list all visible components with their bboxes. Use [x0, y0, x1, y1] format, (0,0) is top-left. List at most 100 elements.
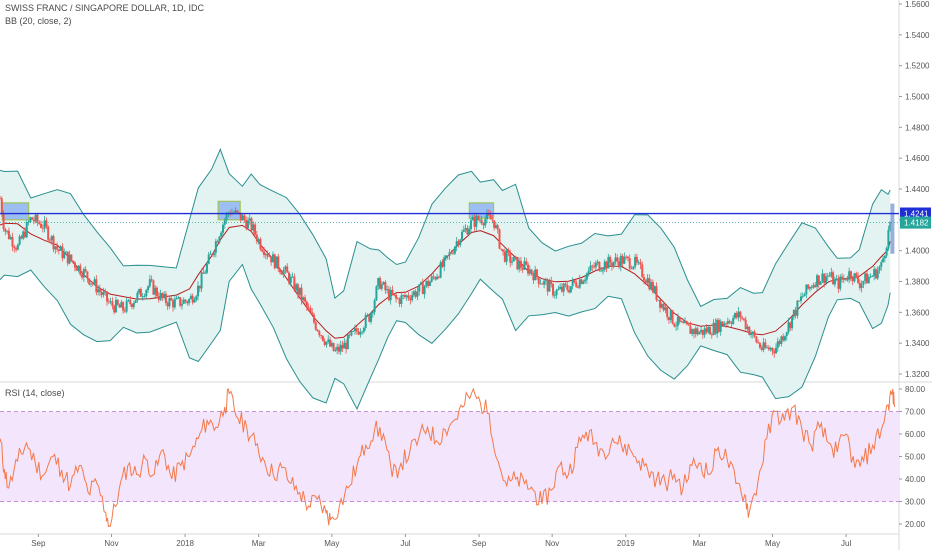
candle-body: [166, 302, 169, 307]
candle-body: [700, 329, 703, 333]
candle-body: [507, 250, 510, 253]
candle-body: [794, 309, 797, 316]
candle-body: [634, 256, 637, 267]
candle-body: [666, 307, 669, 318]
candle-body: [521, 267, 524, 270]
candle-body: [466, 228, 469, 235]
candle-body: [234, 210, 237, 214]
candle-body: [518, 260, 521, 270]
candle-body: [123, 310, 126, 312]
candle-body: [357, 331, 360, 335]
candle-body: [380, 284, 383, 289]
candle-body: [509, 252, 512, 263]
candle-body: [805, 284, 808, 295]
candle-body: [50, 236, 53, 241]
candle-body: [395, 294, 398, 299]
candle-body: [546, 280, 549, 292]
candle-body: [223, 220, 226, 225]
candle-body: [259, 239, 262, 250]
candle-body: [544, 280, 547, 282]
candle-body: [607, 256, 610, 269]
candle-body: [867, 277, 870, 284]
candle-body: [623, 256, 626, 264]
candle-body: [88, 278, 91, 285]
price-tick-label: 1.4600: [905, 154, 930, 163]
candle-body: [575, 282, 578, 287]
candle-body: [619, 255, 622, 268]
candle-body: [138, 288, 141, 293]
bb-upper-band: [0, 148, 891, 308]
candle-body: [841, 276, 844, 280]
candle-body: [432, 276, 435, 278]
candle-body: [403, 295, 406, 298]
candle-body: [880, 262, 883, 267]
candle-body: [66, 251, 69, 264]
candle-body: [104, 291, 107, 293]
candle-body: [855, 273, 858, 276]
candle-body: [211, 253, 214, 256]
rsi-legend: RSI (14, close): [5, 388, 65, 398]
candle-body: [796, 300, 799, 316]
candle-body: [407, 295, 410, 299]
candle-body: [541, 283, 544, 285]
candle-body: [500, 248, 503, 250]
candle-body: [402, 295, 405, 296]
time-tick-label: Mar: [252, 539, 266, 548]
candle-body: [396, 298, 399, 300]
candle-body: [493, 220, 496, 228]
candle-body: [0, 198, 3, 215]
time-tick-label: 2019: [617, 539, 635, 548]
candle-body: [341, 344, 344, 349]
candle-body: [626, 256, 629, 259]
time-tick-label: Jul: [400, 539, 410, 548]
candle-body: [79, 265, 82, 275]
candle-body: [457, 241, 460, 245]
candle-body: [824, 276, 827, 284]
candle-body: [510, 261, 513, 263]
candle-body: [667, 317, 670, 320]
candle-body: [826, 275, 829, 277]
candle-body: [846, 279, 849, 281]
candle-body: [405, 295, 408, 298]
candle-body: [817, 275, 820, 285]
candle-body: [391, 289, 394, 295]
candle-body: [571, 280, 574, 287]
candle-body: [207, 254, 210, 264]
candle-body: [714, 322, 717, 334]
candle-body: [662, 303, 665, 311]
candle-body: [323, 340, 326, 345]
candle-body: [798, 300, 801, 302]
candle-body: [828, 275, 831, 277]
candle-body: [776, 341, 779, 348]
candle-body: [252, 224, 255, 231]
candle-body: [833, 279, 836, 285]
candle-body: [16, 244, 19, 250]
candle-body: [478, 219, 481, 221]
candle-body: [384, 282, 387, 291]
candle-body: [113, 306, 116, 313]
resistance-zone: [1, 202, 30, 221]
candle-body: [250, 218, 253, 231]
rsi-tick-label: 20.00: [905, 520, 926, 529]
candle-body: [644, 280, 647, 283]
candle-body: [6, 230, 9, 232]
candle-body: [300, 287, 303, 301]
candle-body: [882, 258, 885, 263]
candle-body: [728, 320, 731, 323]
resistance-price-tag: [900, 207, 931, 220]
candle-body: [568, 289, 571, 293]
candle-body: [188, 299, 191, 304]
candle-body: [172, 300, 175, 308]
candle-body: [862, 280, 865, 284]
candle-body: [469, 220, 472, 230]
candle-body: [746, 326, 749, 329]
candle-body: [496, 225, 499, 230]
candle-body: [441, 262, 444, 267]
candle-body: [177, 297, 180, 299]
candle-body: [748, 326, 751, 335]
candle-body: [584, 279, 587, 282]
candle-body: [106, 291, 109, 302]
candle-body: [678, 316, 681, 323]
candle-body: [569, 286, 572, 293]
